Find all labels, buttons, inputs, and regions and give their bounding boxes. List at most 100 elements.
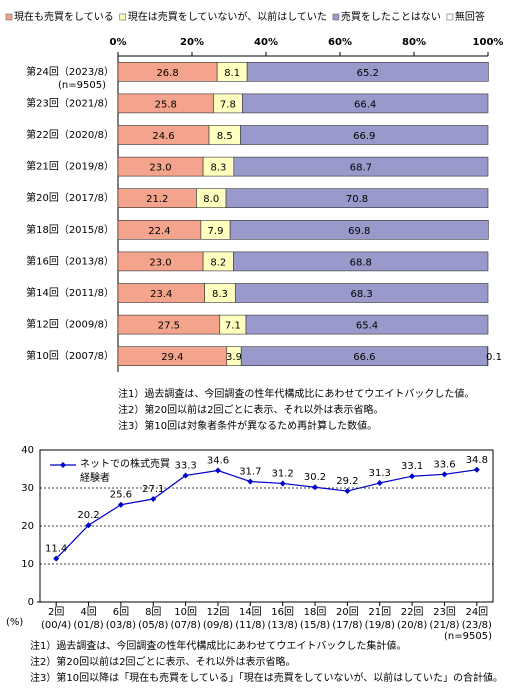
bar-segment xyxy=(242,93,489,114)
legend-swatch xyxy=(332,13,340,21)
category-label: 第10回（2007/8） xyxy=(26,349,114,362)
marker xyxy=(376,480,383,487)
note: 注3）第10回以降は「現在も売買をしている」「現在は売買をしていないが、以前はし… xyxy=(30,671,503,684)
bar-segment xyxy=(245,314,489,335)
data-label: 7.8 xyxy=(220,99,236,110)
data-label: 70.8 xyxy=(346,194,368,205)
x-tick-label: 20回 xyxy=(336,606,359,618)
legend-label: 売買をしたことはない xyxy=(341,10,441,23)
data-label: 31.7 xyxy=(239,467,261,478)
note: 注1）過去調査は、今回調査の性年代構成比にあわせてウエイトバックした値。 xyxy=(118,387,474,400)
data-label: 33.1 xyxy=(401,461,423,472)
data-label: 22.4 xyxy=(148,226,170,237)
data-label: 68.3 xyxy=(351,289,373,300)
data-label: 29.4 xyxy=(161,352,183,363)
annotation: (n=9505) xyxy=(58,80,106,91)
data-label: 23.0 xyxy=(149,257,171,268)
marker xyxy=(312,484,319,491)
marker xyxy=(441,471,448,478)
x-tick-label: 100% xyxy=(473,37,504,48)
category-label: 第22回（2020/8） xyxy=(26,128,114,141)
x-tick-label: 21回 xyxy=(368,606,391,618)
legend-label: ネットでの株式売買経験者 xyxy=(80,459,170,484)
data-label: 69.8 xyxy=(348,226,370,237)
bar-segment xyxy=(240,125,489,145)
data-label: 21.2 xyxy=(146,194,168,205)
bar-segment xyxy=(246,61,489,82)
x-tick-label: 18回 xyxy=(304,606,327,618)
legend-swatch xyxy=(119,13,127,21)
legend-swatch xyxy=(446,13,454,21)
x-tick-label: 12回 xyxy=(207,606,230,618)
x-tick-label: 24回 xyxy=(465,606,488,618)
x-tick-label: 16回 xyxy=(271,606,294,618)
x-tick-sublabel: (13/8) xyxy=(268,620,298,631)
x-tick-label: 23回 xyxy=(433,606,456,618)
legend-label: 無回答 xyxy=(455,10,485,23)
data-label: 30.2 xyxy=(304,472,326,483)
data-label: 23.4 xyxy=(150,289,172,300)
x-tick-label: 40% xyxy=(254,37,278,48)
data-label: 33.3 xyxy=(174,460,196,471)
x-tick-sublabel: (21/8) xyxy=(429,620,459,631)
data-label: 3.9 xyxy=(226,352,242,363)
data-label: 23.0 xyxy=(149,163,171,174)
marker xyxy=(53,555,60,562)
x-tick-label: 14回 xyxy=(239,606,262,618)
x-tick-label: 0% xyxy=(110,37,127,48)
category-label: 第20回（2017/8） xyxy=(26,191,114,204)
marker xyxy=(409,473,416,480)
legend-label: 現在も売買をしている xyxy=(14,10,114,23)
y-tick-label: 40 xyxy=(21,445,34,456)
marker xyxy=(214,467,221,474)
x-tick-label: 6回 xyxy=(113,606,129,618)
data-label: 65.4 xyxy=(356,321,378,332)
x-tick-sublabel: (23/8) xyxy=(462,620,492,631)
note: 注2）第20回以前は2回ごとに表示、それ以外は表示省略。 xyxy=(30,655,295,668)
data-label: 34.6 xyxy=(207,456,229,467)
data-label: 31.3 xyxy=(369,468,391,479)
data-label: 7.1 xyxy=(225,321,241,332)
data-label: 26.8 xyxy=(156,68,178,79)
y-tick-label: 10 xyxy=(21,559,34,570)
data-label: 29.2 xyxy=(336,476,358,487)
data-label: 8.2 xyxy=(210,257,226,268)
marker xyxy=(150,496,157,503)
legend: ネットでの株式売買経験者 xyxy=(80,459,170,484)
category-label: 第12回（2009/8） xyxy=(26,318,114,331)
data-label: 65.2 xyxy=(357,68,379,79)
data-label: 68.8 xyxy=(350,257,372,268)
data-label: 31.2 xyxy=(272,468,294,479)
bar-segment xyxy=(233,251,489,272)
x-tick-sublabel: (07/8) xyxy=(170,620,200,631)
marker xyxy=(344,488,351,495)
data-label: 8.3 xyxy=(212,289,228,300)
y-tick-label: 30 xyxy=(21,483,34,494)
plot-frame xyxy=(39,449,494,603)
data-label: 8.5 xyxy=(217,131,233,142)
x-tick-label: 80% xyxy=(402,37,426,48)
data-label: 20.2 xyxy=(77,510,99,521)
data-label: 24.6 xyxy=(152,131,174,142)
data-label: 27.1 xyxy=(142,484,164,495)
y-axis-label: (%) xyxy=(6,617,23,628)
x-tick-sublabel: (00/4) xyxy=(41,620,71,631)
x-tick-sublabel: (03/8) xyxy=(106,620,136,631)
legend-marker xyxy=(60,462,66,468)
data-label: 27.5 xyxy=(158,321,180,332)
category-label: 第24回（2023/8） xyxy=(26,65,114,78)
data-label: 11.4 xyxy=(45,544,67,555)
marker xyxy=(85,522,92,529)
data-label: 8.0 xyxy=(203,194,219,205)
marker xyxy=(117,501,124,508)
data-label: 68.7 xyxy=(350,163,372,174)
category-label: 第16回（2013/8） xyxy=(26,254,114,267)
y-tick-label: 0 xyxy=(28,597,34,608)
x-tick-label: 8回 xyxy=(145,606,161,618)
data-label: 0.1 xyxy=(486,352,502,363)
category-label: 第21回（2019/8） xyxy=(26,160,114,173)
data-label: 8.3 xyxy=(211,163,227,174)
x-tick-label: 4回 xyxy=(80,606,96,618)
x-tick-sublabel: (19/8) xyxy=(365,620,395,631)
data-label: 25.6 xyxy=(110,490,132,501)
